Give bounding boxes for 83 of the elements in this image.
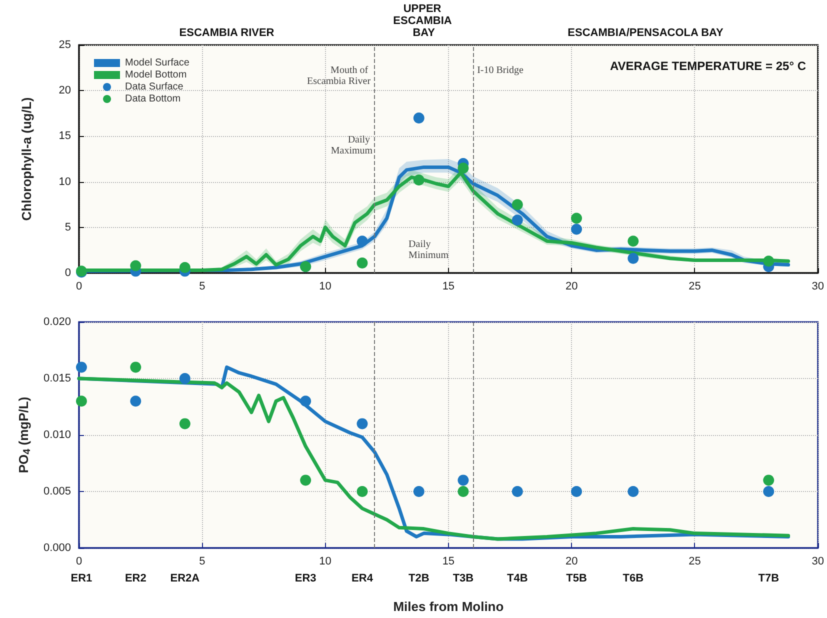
x-tick-label: 25: [688, 556, 701, 568]
y-tick-label: 0.005: [43, 486, 71, 498]
point: [628, 486, 639, 497]
point: [458, 486, 469, 497]
x-tick-label: 25: [688, 280, 701, 292]
text: ER2: [124, 572, 146, 584]
point: [512, 199, 523, 210]
point: [130, 260, 142, 272]
y-tick-label: 0.020: [43, 316, 71, 328]
text: ESCAMBIA/PENSACOLA BAY: [568, 27, 724, 39]
text: ESCAMBIA RIVER: [179, 27, 274, 39]
legend-label: Model Bottom: [125, 70, 187, 80]
y-tick-label: 20: [58, 84, 71, 97]
point: [356, 486, 368, 497]
point: [571, 224, 582, 235]
annotation: AVERAGE TEMPERATURE = 25° C: [610, 59, 806, 73]
point: [628, 236, 639, 247]
point: [628, 252, 639, 264]
point: [356, 257, 368, 268]
text: UPPER ESCAMBIA BAY: [393, 3, 454, 39]
text: ER2A: [170, 572, 200, 584]
y-axis-title: PO4 (mgP/L): [16, 396, 34, 474]
x-tick-label: 20: [565, 280, 578, 292]
x-tick-label: 20: [565, 556, 578, 568]
legend-label: Data Surface: [125, 82, 184, 92]
x-axis-title: Miles from Molino: [393, 599, 504, 614]
point: [458, 162, 469, 174]
point: [413, 174, 424, 186]
text: ER3: [294, 572, 316, 584]
y-tick-label: 5: [64, 221, 71, 234]
text: T4B: [507, 572, 528, 584]
x-tick-label: 15: [442, 280, 455, 292]
point: [76, 396, 87, 407]
annotation: Daily Minimum: [408, 239, 449, 262]
ref-line-label: Mouth of Escambia River: [306, 65, 372, 87]
point: [512, 214, 523, 226]
y-tick-label: 25: [58, 39, 71, 51]
text: ER1: [70, 572, 92, 584]
point: [179, 262, 190, 274]
x-tick-label: 30: [812, 556, 824, 568]
point: [300, 474, 312, 486]
x-tick-label: 15: [442, 556, 455, 568]
point: [130, 396, 142, 407]
x-tick-label: 0: [76, 280, 82, 292]
legend-label: Model Surface: [125, 58, 190, 68]
y-tick-label: 0.010: [43, 429, 71, 441]
y-tick-label: 0.015: [43, 372, 71, 384]
text: T5B: [566, 572, 587, 584]
x-tick-label: 0: [76, 556, 82, 568]
y-tick-label: 0.000: [43, 542, 71, 554]
x-tick-label: 5: [199, 280, 206, 292]
point: [130, 362, 142, 373]
point: [76, 362, 87, 373]
point: [763, 486, 774, 497]
text: ER4: [352, 572, 374, 584]
text: T3B: [452, 572, 474, 584]
point: [512, 486, 523, 497]
x-tick-label: 5: [199, 556, 206, 568]
x-tick-label: 10: [319, 280, 332, 292]
y-tick-label: 0: [64, 267, 71, 279]
point: [413, 112, 424, 124]
point: [179, 373, 190, 384]
point: [300, 396, 312, 407]
ref-line-label: I-10 Bridge: [477, 65, 524, 76]
text: T7B: [758, 572, 780, 584]
y-tick-label: 15: [58, 130, 71, 142]
point: [413, 486, 424, 497]
point: [763, 256, 774, 267]
point: [763, 474, 774, 486]
text: T2B: [408, 572, 430, 584]
y-axis-title: Chlorophyll-a (ug/L): [19, 97, 34, 221]
point: [179, 418, 190, 430]
point: [458, 474, 469, 486]
point: [571, 212, 582, 224]
x-tick-label: 30: [812, 280, 824, 292]
annotation: Daily Maximum: [330, 134, 373, 156]
text: T6B: [622, 572, 644, 584]
point: [356, 418, 368, 430]
point: [571, 486, 582, 497]
y-tick-label: 10: [58, 176, 71, 188]
legend-label: Data Bottom: [125, 94, 181, 104]
x-tick-label: 10: [319, 556, 332, 568]
point: [356, 236, 368, 247]
